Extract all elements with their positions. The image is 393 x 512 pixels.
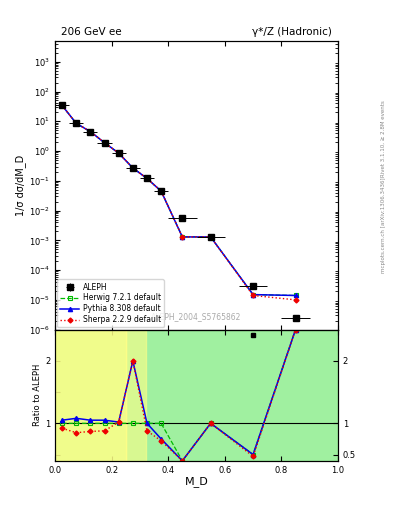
Herwig 7.2.1 default xyxy=(102,140,107,146)
X-axis label: M_D: M_D xyxy=(185,476,208,487)
Pythia 8.308 default xyxy=(145,176,149,182)
Y-axis label: Ratio to ALEPH: Ratio to ALEPH xyxy=(33,364,42,426)
Text: Rivet 3.1.10, ≥ 2.8M events: Rivet 3.1.10, ≥ 2.8M events xyxy=(381,100,386,177)
Text: γ*/Z (Hadronic): γ*/Z (Hadronic) xyxy=(252,27,332,37)
Herwig 7.2.1 default xyxy=(208,234,213,240)
Sherpa 2.2.9 default xyxy=(251,292,255,298)
Pythia 8.308 default xyxy=(130,165,135,171)
Herwig 7.2.1 default xyxy=(60,102,64,109)
Herwig 7.2.1 default xyxy=(74,120,79,126)
Text: 206 GeV ee: 206 GeV ee xyxy=(61,27,121,37)
Sherpa 2.2.9 default xyxy=(145,176,149,182)
Pythia 8.308 default xyxy=(74,120,79,126)
Herwig 7.2.1 default xyxy=(159,188,163,194)
Pythia 8.308 default xyxy=(251,291,255,297)
Sherpa 2.2.9 default xyxy=(102,140,107,146)
Herwig 7.2.1 default xyxy=(145,176,149,182)
Pythia 8.308 default xyxy=(116,150,121,156)
Sherpa 2.2.9 default xyxy=(293,297,298,303)
Pythia 8.308 default xyxy=(102,140,107,146)
Line: Herwig 7.2.1 default: Herwig 7.2.1 default xyxy=(60,103,298,297)
Y-axis label: 1/σ dσ/dM_D: 1/σ dσ/dM_D xyxy=(15,155,26,216)
Line: Pythia 8.308 default: Pythia 8.308 default xyxy=(60,103,298,297)
Legend: ALEPH, Herwig 7.2.1 default, Pythia 8.308 default, Sherpa 2.2.9 default: ALEPH, Herwig 7.2.1 default, Pythia 8.30… xyxy=(57,280,164,327)
Sherpa 2.2.9 default xyxy=(60,102,64,109)
Pythia 8.308 default xyxy=(293,292,298,298)
Line: Sherpa 2.2.9 default: Sherpa 2.2.9 default xyxy=(61,104,297,302)
Pythia 8.308 default xyxy=(208,234,213,240)
Herwig 7.2.1 default xyxy=(116,150,121,156)
Sherpa 2.2.9 default xyxy=(74,120,79,126)
Bar xyxy=(55,330,126,461)
Herwig 7.2.1 default xyxy=(88,129,93,135)
Sherpa 2.2.9 default xyxy=(88,129,93,135)
Sherpa 2.2.9 default xyxy=(130,165,135,171)
Pythia 8.308 default xyxy=(88,129,93,135)
Herwig 7.2.1 default xyxy=(180,234,185,240)
Sherpa 2.2.9 default xyxy=(159,188,163,194)
Herwig 7.2.1 default xyxy=(251,291,255,297)
Text: ALEPH_2004_S5765862: ALEPH_2004_S5765862 xyxy=(151,312,242,321)
Sherpa 2.2.9 default xyxy=(116,150,121,156)
Pythia 8.308 default xyxy=(180,234,185,240)
Sherpa 2.2.9 default xyxy=(180,234,185,240)
Herwig 7.2.1 default xyxy=(130,165,135,171)
Text: mcplots.cern.ch [arXiv:1306.3436]: mcplots.cern.ch [arXiv:1306.3436] xyxy=(381,178,386,273)
Pythia 8.308 default xyxy=(60,102,64,109)
Sherpa 2.2.9 default xyxy=(208,234,213,240)
Herwig 7.2.1 default xyxy=(293,292,298,298)
Pythia 8.308 default xyxy=(159,188,163,194)
